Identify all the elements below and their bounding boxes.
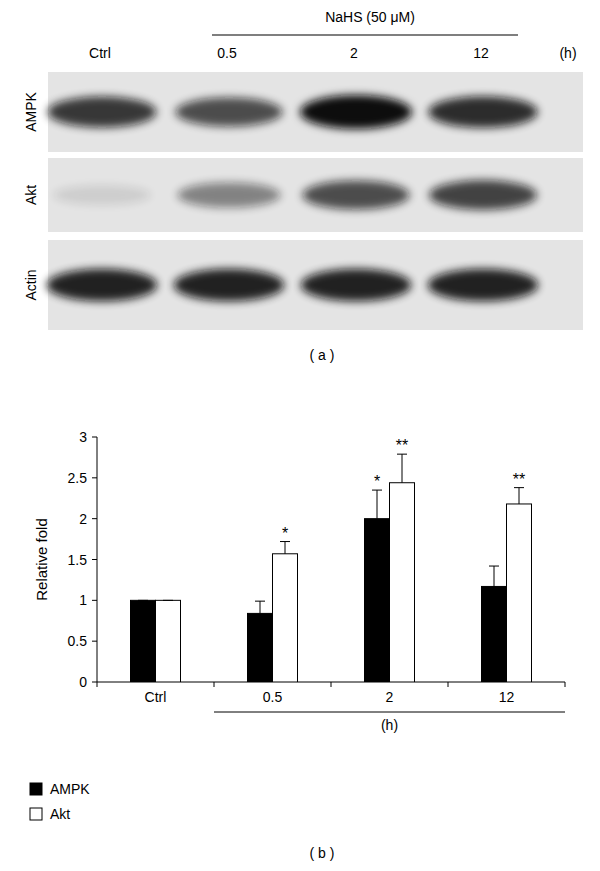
significance: ** — [513, 471, 525, 488]
y-tick — [92, 437, 97, 438]
significance: * — [374, 473, 380, 490]
blot-row — [48, 72, 583, 152]
error-stem — [260, 601, 261, 613]
band — [175, 97, 282, 126]
significance: ** — [396, 437, 408, 454]
legend-label: Akt — [50, 806, 70, 822]
y-tick-label: 2.5 — [68, 470, 88, 486]
y-tick-label: 0 — [79, 674, 87, 690]
legend-swatch — [30, 783, 42, 795]
band — [429, 180, 537, 210]
y-tick — [92, 682, 97, 683]
treatment-line — [212, 34, 518, 35]
y-tick-label: 1.5 — [68, 552, 88, 568]
lane-label: 2 — [350, 45, 358, 61]
error-bar — [280, 542, 290, 554]
legend-label: AMPK — [50, 781, 90, 797]
y-tick — [92, 477, 97, 478]
bar — [390, 483, 415, 682]
row-label: AMPK — [23, 92, 39, 132]
y-label: Relative fold — [33, 518, 50, 601]
bar — [248, 613, 273, 682]
error-cap — [163, 600, 173, 601]
bar — [156, 600, 181, 682]
legend: AMPK Akt — [30, 781, 90, 822]
blot-row — [47, 240, 583, 330]
error-bar — [489, 566, 499, 586]
lane-label: 0.5 — [217, 45, 237, 61]
x-tick — [331, 682, 332, 687]
error-cap — [138, 600, 148, 601]
y-tick — [92, 600, 97, 601]
error-stem — [519, 488, 520, 504]
bar — [131, 600, 156, 682]
error-stem — [402, 454, 403, 483]
axes: 0 0.5 1 1.5 2 2.5 3 Ctrl 0.5 2 12 (h) Relative fold — [33, 429, 565, 733]
error-stem — [285, 542, 286, 554]
treatment: NaHS (50 μM) — [325, 9, 415, 25]
y-tick — [92, 518, 97, 519]
band — [302, 180, 409, 209]
x-tick — [448, 682, 449, 687]
error-bar — [138, 600, 148, 601]
blot-row — [48, 158, 583, 232]
error-stem — [377, 490, 378, 519]
band — [428, 269, 538, 301]
unit: (h) — [559, 45, 576, 61]
lane-label: Ctrl — [89, 45, 111, 61]
x-tick — [97, 682, 98, 687]
error-cap — [489, 566, 499, 567]
band — [177, 182, 280, 207]
y-tick — [92, 641, 97, 642]
significance: * — [282, 525, 288, 542]
x-tick-label: 0.5 — [263, 689, 283, 705]
x-label: (h) — [381, 717, 398, 733]
row-label: Akt — [23, 185, 39, 205]
bar — [482, 586, 507, 682]
x-tick — [565, 682, 566, 687]
bar — [273, 554, 298, 682]
y-tick — [92, 559, 97, 560]
panel-label: ( b ) — [310, 845, 335, 861]
band — [300, 95, 412, 129]
band — [301, 269, 411, 301]
y-tick-label: 1 — [79, 592, 87, 608]
band — [174, 269, 284, 301]
x-tick-label: 12 — [499, 689, 515, 705]
membrane — [48, 158, 583, 232]
band — [53, 185, 151, 205]
x-bracket — [214, 712, 565, 713]
x-tick-label: Ctrl — [145, 689, 167, 705]
panel-label: ( a ) — [310, 347, 335, 363]
band — [47, 269, 157, 301]
marks — [131, 454, 532, 682]
error-stem — [494, 566, 495, 586]
bar — [365, 519, 390, 682]
figure: NaHS (50 μM)Ctrl0.5212(h)AMPKAktActin( a… — [0, 0, 600, 871]
y-tick-label: 3 — [79, 429, 87, 445]
error-bar — [372, 490, 382, 519]
bar — [507, 504, 532, 682]
row-label: Actin — [23, 269, 39, 300]
membrane — [48, 72, 583, 152]
y-tick-label: 0.5 — [68, 633, 88, 649]
y-tick-label: 2 — [79, 511, 87, 527]
lane-label: 12 — [473, 45, 489, 61]
band — [428, 96, 538, 128]
legend-swatch — [30, 808, 42, 820]
error-bar — [397, 454, 407, 483]
error-bar — [255, 601, 265, 613]
error-cap — [255, 601, 265, 602]
x-tick — [214, 682, 215, 687]
annotations: ****** — [282, 437, 525, 541]
x-tick-label: 2 — [386, 689, 394, 705]
error-bar — [514, 488, 524, 504]
band — [48, 97, 157, 128]
error-bar — [163, 600, 173, 601]
